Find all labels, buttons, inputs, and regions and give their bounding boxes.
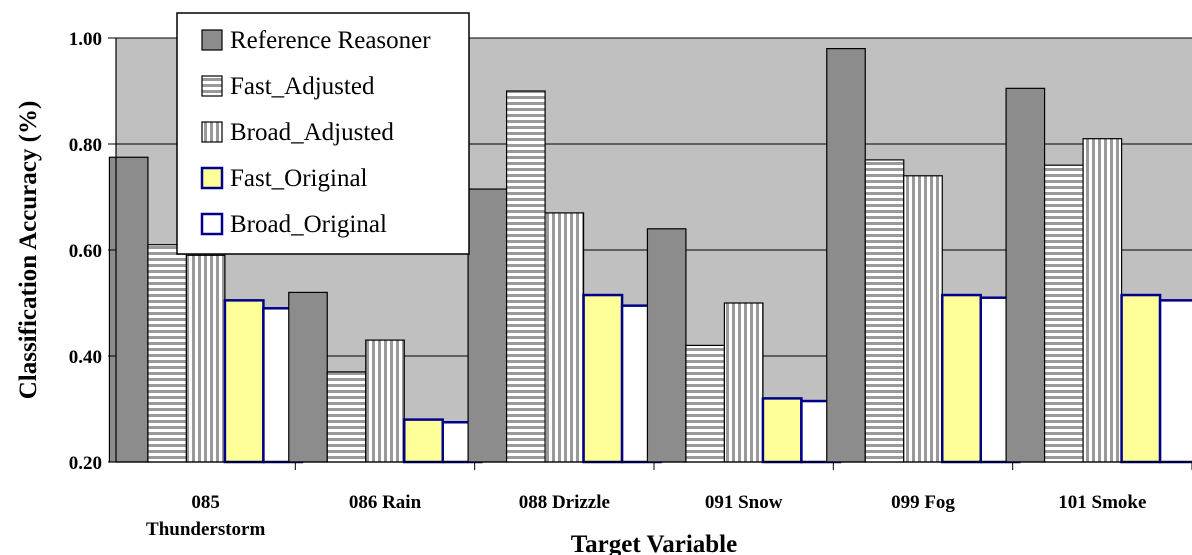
x-tick-label: 099 Fog bbox=[891, 492, 955, 513]
bar-fast-original bbox=[403, 418, 444, 464]
bar-broad-adjusted bbox=[723, 302, 764, 463]
bar-broad-adjusted bbox=[365, 339, 405, 463]
bar-reference-reasoner bbox=[826, 47, 866, 463]
x-tick-label: 085 bbox=[191, 492, 220, 513]
legend: Reference Reasoner Fast_Adjusted Broad_Adj… bbox=[176, 12, 470, 255]
x-tick-label: 088 Drizzle bbox=[519, 492, 610, 513]
bar-fast-adjusted bbox=[505, 90, 546, 463]
bar-broad-original bbox=[1158, 299, 1192, 464]
legend-swatch bbox=[200, 212, 224, 236]
y-tick-label: 1.00 bbox=[69, 29, 102, 50]
bar-reference-reasoner bbox=[467, 188, 508, 463]
legend-box bbox=[176, 12, 470, 255]
bar-fast-original bbox=[1120, 293, 1162, 464]
bar-fast-original bbox=[761, 397, 803, 464]
bar-reference-reasoner bbox=[288, 291, 328, 463]
legend-swatch bbox=[200, 166, 224, 190]
bar-broad-adjusted bbox=[903, 175, 943, 463]
bar-fast-adjusted bbox=[864, 159, 905, 463]
bar-fast-original bbox=[223, 299, 265, 464]
bar-fast-adjusted bbox=[685, 344, 726, 463]
y-tick-label: 0.60 bbox=[69, 241, 102, 262]
x-tick-label: 091 Snow bbox=[705, 492, 783, 513]
bar-broad-adjusted bbox=[185, 254, 226, 463]
bars bbox=[108, 47, 1192, 464]
y-tick-labels: 0.20 0.40 0.60 0.80 1.00 bbox=[69, 29, 116, 474]
x-tick-label: 086 Rain bbox=[349, 492, 422, 513]
bar-fast-adjusted bbox=[326, 371, 367, 463]
bar-fast-adjusted bbox=[1043, 164, 1084, 463]
bar-fast-original bbox=[941, 293, 982, 464]
legend-label: Fast_Original bbox=[230, 165, 368, 192]
y-axis-title: Classification Accuracy (%) bbox=[15, 101, 42, 400]
x-tick-label: Thunderstorm bbox=[146, 519, 265, 540]
legend-swatch bbox=[201, 121, 223, 143]
legend-label: Broad_Adjusted bbox=[230, 119, 394, 146]
legend-swatch bbox=[201, 75, 223, 97]
bar-reference-reasoner bbox=[1005, 87, 1046, 463]
bar-reference-reasoner bbox=[646, 228, 687, 463]
bar-fast-original bbox=[582, 293, 624, 464]
x-tick-labels: 085 Thunderstorm 086 Rain 088 Drizzle 091 Sn… bbox=[146, 462, 1192, 540]
y-tick-label: 0.80 bbox=[69, 135, 102, 156]
y-tick-label: 0.40 bbox=[69, 347, 102, 368]
y-tick-label: 0.20 bbox=[69, 453, 102, 474]
bar-broad-adjusted bbox=[544, 212, 585, 463]
x-tick-label: 101 Smoke bbox=[1058, 492, 1146, 513]
bar-reference-reasoner bbox=[108, 156, 149, 463]
legend-label: Broad_Original bbox=[230, 211, 387, 238]
legend-label: Reference Reasoner bbox=[230, 27, 431, 54]
legend-label: Fast_Adjusted bbox=[230, 73, 375, 100]
bar-broad-adjusted bbox=[1082, 138, 1123, 463]
bar-fast-adjusted bbox=[147, 244, 188, 463]
legend-swatch bbox=[201, 29, 223, 51]
x-axis-title: Target Variable bbox=[571, 531, 737, 555]
